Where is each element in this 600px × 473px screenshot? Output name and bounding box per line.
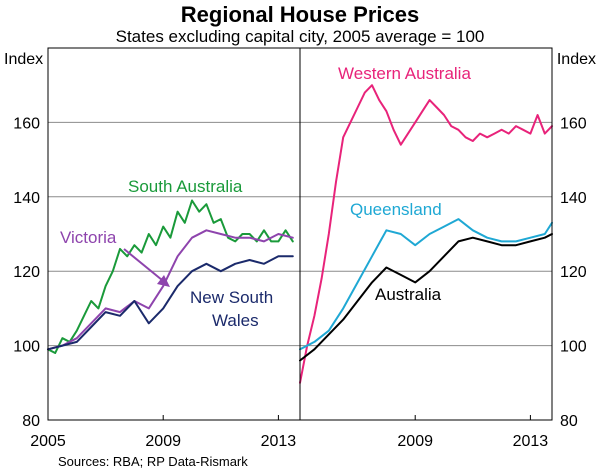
series-line-western-australia [299,84,553,384]
victoria-arrow [123,248,170,287]
label-south-australia: South Australia [128,177,243,196]
y-tick-left-100: 100 [13,339,40,356]
series-line-south-australia [47,199,294,354]
label-queensland: Queensland [350,200,442,219]
x-tick-left-2005: 2005 [30,433,66,450]
y-tick-right-100: 100 [560,339,587,356]
series-line-australia [299,233,553,362]
x-tick-right-2013: 2013 [513,433,549,450]
y-unit-left: Index [4,51,43,68]
series-lines [47,84,553,384]
series-line-queensland [299,218,553,351]
y-tick-left-140: 140 [13,190,40,207]
y-tick-left-160: 160 [13,115,40,132]
series-line-new-south-wales [47,255,294,351]
label-nsw-line1: New South [190,288,273,307]
y-tick-right-120: 120 [560,264,587,281]
series-labels: South Australia Victoria New South Wales… [60,64,471,330]
x-tick-left-2013: 2013 [261,433,297,450]
victoria-arrow-shaft [123,248,163,281]
label-australia: Australia [375,285,442,304]
victoria-arrow-head [157,275,170,287]
x-tick-right-2009: 2009 [397,433,433,450]
tick-labels: 80 80 100 100 120 120 140 140 160 160 2005 2009 2013… [13,115,587,450]
chart-title: Regional House Prices [181,2,419,27]
y-tick-left-120: 120 [13,264,40,281]
label-victoria: Victoria [60,228,117,247]
y-tick-left-80: 80 [22,413,40,430]
y-tick-right-80: 80 [560,413,578,430]
chart-source: Sources: RBA; RP Data-Rismark [58,454,248,469]
x-tick-left-2009: 2009 [145,433,181,450]
label-western-australia: Western Australia [338,64,471,83]
chart-subtitle: States excluding capital city, 2005 aver… [116,27,485,46]
label-nsw-line2: Wales [212,311,259,330]
y-tick-right-160: 160 [560,115,587,132]
series-line-victoria [47,229,294,351]
y-tick-right-140: 140 [560,190,587,207]
y-unit-right: Index [557,51,596,68]
